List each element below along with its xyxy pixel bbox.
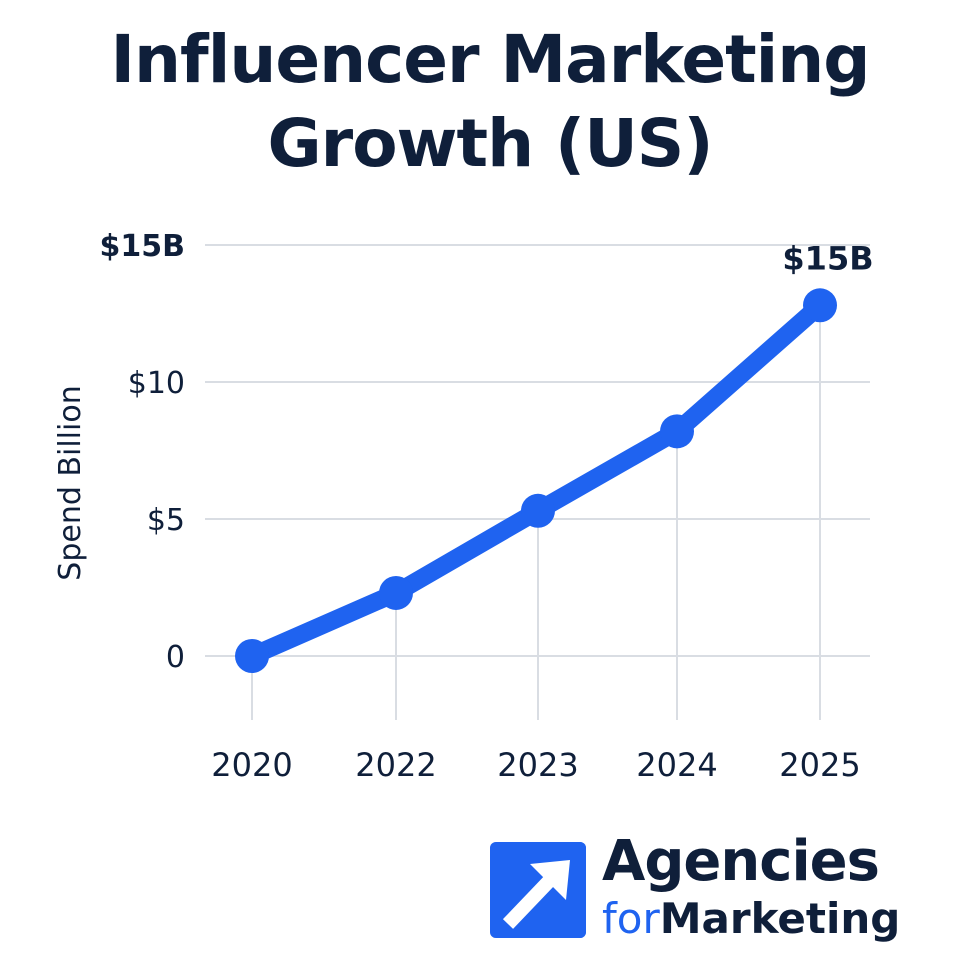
arrow-up-right-icon [490,842,586,938]
x-tick-labels: 2020 2022 2023 2024 2025 [211,746,860,784]
annotation-layer: $15B [782,239,873,277]
agencies-for-marketing-logo: Agencies forMarketing [490,830,900,948]
chart-title-line-2: Growth (US) [267,105,713,182]
logo-wordmark-line-2: forMarketing [602,894,900,944]
x-tick-label: 2023 [497,746,578,784]
y-tick-labels: $15B $10 $5 0 [100,229,186,675]
x-tick-label: 2025 [779,746,860,784]
logo-wordmark-line-1: Agencies [602,829,880,894]
series-line [243,296,829,665]
data-point [521,493,555,528]
grid-layer [205,244,870,720]
chart-title: Influencer Marketing Growth (US) [0,18,980,186]
data-point [379,575,413,610]
logo-word-for: for [602,894,660,943]
data-point [660,414,694,449]
data-point [235,639,269,673]
y-tick-label: 0 [166,640,185,675]
y-tick-label: $10 [128,366,185,401]
line-chart: $15B $10 $5 0 2020 2022 2023 2024 2025 $15B Spe… [53,229,874,784]
x-tick-label: 2024 [636,746,717,784]
y-tick-label: $15B [100,229,186,264]
data-point [803,288,837,323]
y-axis-label: Spend Billion [53,385,88,580]
logo-word-marketing: Marketing [659,894,901,943]
data-annotation: $15B [782,239,873,277]
y-tick-label: $5 [147,503,185,538]
series-layer [235,288,837,673]
chart-title-line-1: Influencer Marketing [110,21,870,98]
x-tick-label: 2022 [355,746,436,784]
x-tick-label: 2020 [211,746,292,784]
